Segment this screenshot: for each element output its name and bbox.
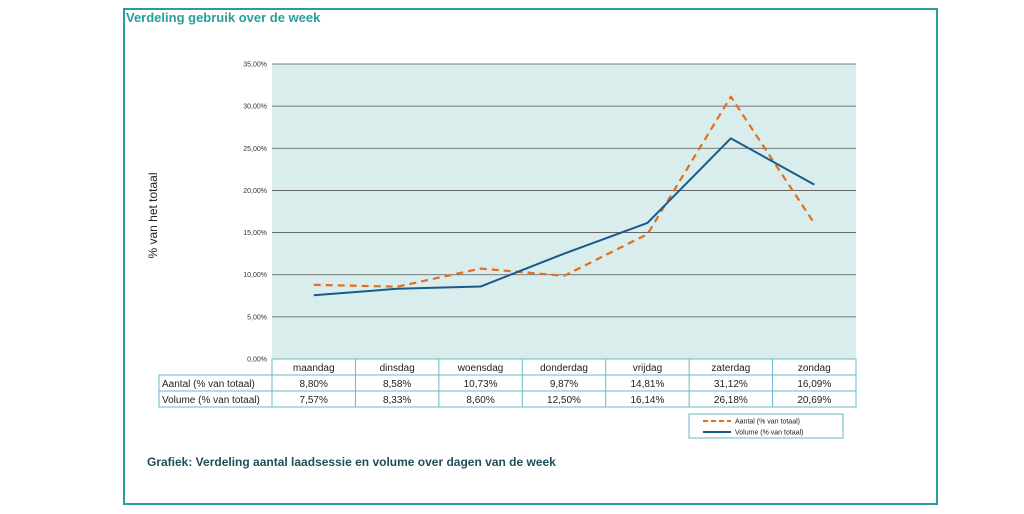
table-row-label: Aantal (% van totaal) [162, 379, 255, 390]
data-label: 26,18% [714, 395, 748, 406]
chart-caption: Grafiek: Verdeling aantal laadsessie en … [147, 455, 556, 469]
x-category-label: donderdag [540, 363, 588, 374]
data-label: 8,80% [300, 379, 328, 390]
table-row-label: Volume (% van totaal) [162, 395, 260, 406]
data-label: 20,69% [797, 395, 831, 406]
data-label: 9,87% [550, 379, 578, 390]
data-label: 31,12% [714, 379, 748, 390]
y-tick-label: 35,00% [243, 62, 267, 69]
x-category-label: zondag [798, 363, 831, 374]
data-label: 10,73% [464, 379, 498, 390]
x-category-label: maandag [293, 363, 335, 374]
y-tick-label: 20,00% [243, 188, 267, 195]
data-label: 8,60% [466, 395, 494, 406]
chart-frame [123, 8, 938, 505]
y-tick-label: 15,00% [243, 230, 267, 237]
y-tick-label: 0,00% [247, 357, 267, 364]
y-axis-label: % van het totaal [146, 172, 160, 258]
x-category-label: dinsdag [380, 363, 415, 374]
data-label: 12,50% [547, 395, 581, 406]
legend-box [688, 413, 844, 439]
data-label: 8,58% [383, 379, 411, 390]
legend-label: Volume (% van totaal) [735, 430, 803, 437]
legend-label: Aantal (% van totaal) [735, 419, 800, 426]
y-tick-label: 5,00% [247, 314, 267, 321]
y-tick-label: 25,00% [243, 146, 267, 153]
y-tick-label: 30,00% [243, 104, 267, 111]
data-label: 14,81% [630, 379, 664, 390]
y-tick-label: 10,00% [243, 272, 267, 279]
data-label: 7,57% [300, 395, 328, 406]
plot-area [272, 64, 856, 359]
data-label: 16,14% [630, 395, 664, 406]
page-title: Verdeling gebruik over de week [126, 10, 321, 25]
data-label: 16,09% [797, 379, 831, 390]
x-category-label: woensdag [457, 363, 504, 374]
x-category-label: vrijdag [633, 363, 662, 374]
x-category-label: zaterdag [711, 363, 750, 374]
data-label: 8,33% [383, 395, 411, 406]
